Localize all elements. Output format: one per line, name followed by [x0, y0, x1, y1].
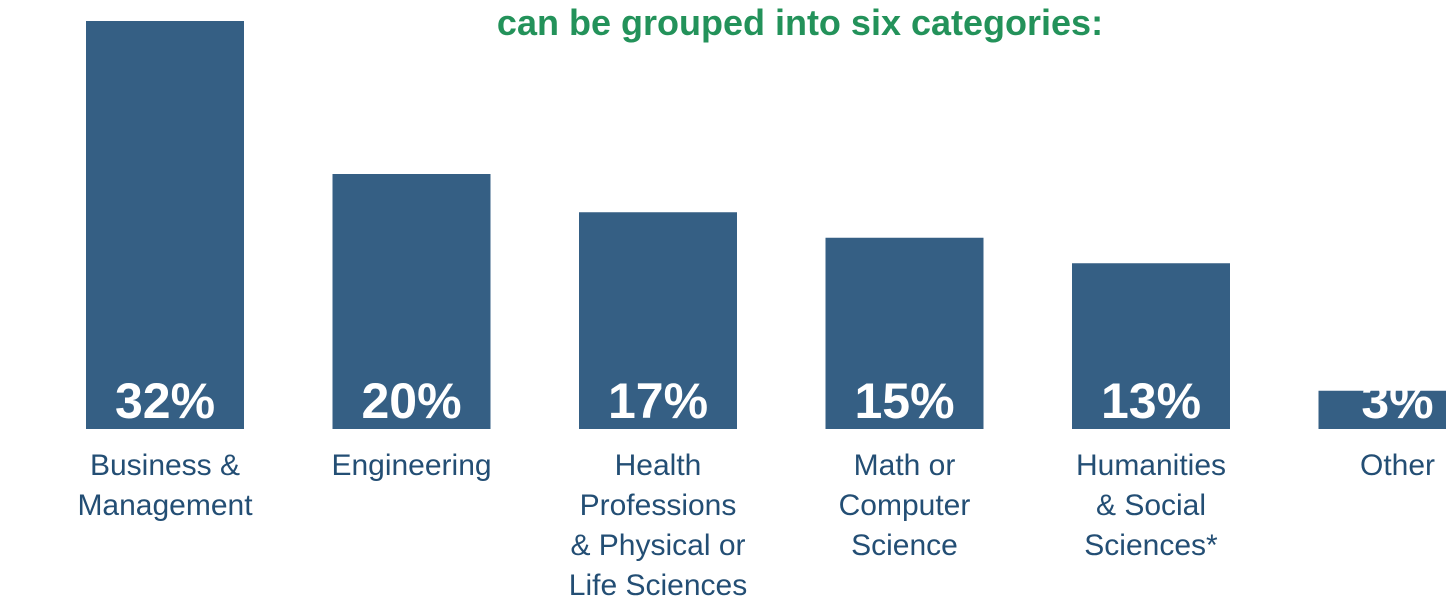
value-label-4: 13%	[1101, 373, 1201, 429]
bar-0	[86, 21, 244, 429]
category-label-5: Other	[1360, 449, 1435, 482]
value-label-3: 15%	[854, 373, 954, 429]
value-label-2: 17%	[608, 373, 708, 429]
bar-1	[332, 174, 491, 429]
category-label-1: Engineering	[331, 449, 491, 482]
value-labels-group: 32% 20% 17% 15% 13% 3%	[115, 373, 1434, 429]
bar-3	[825, 237, 984, 429]
value-label-1: 20%	[361, 373, 461, 429]
bars-group	[86, 21, 1446, 429]
category-label-4: Humanities & Social Sciences*	[1076, 449, 1226, 562]
value-label-0: 32%	[115, 373, 215, 429]
bar-4	[1072, 263, 1230, 429]
bar-2	[579, 212, 737, 429]
chart-title: can be grouped into six categories:	[496, 2, 1104, 43]
value-label-5: 3%	[1361, 373, 1433, 429]
bar-5	[1318, 390, 1446, 429]
category-label-0: Business & Management	[77, 449, 253, 522]
category-label-2: Health Professions & Physical or Life Scien…	[569, 449, 747, 598]
category-labels-group: Business & Management Engineering Health Pro…	[77, 449, 1435, 598]
category-label-3: Math or Computer Science	[839, 449, 971, 562]
